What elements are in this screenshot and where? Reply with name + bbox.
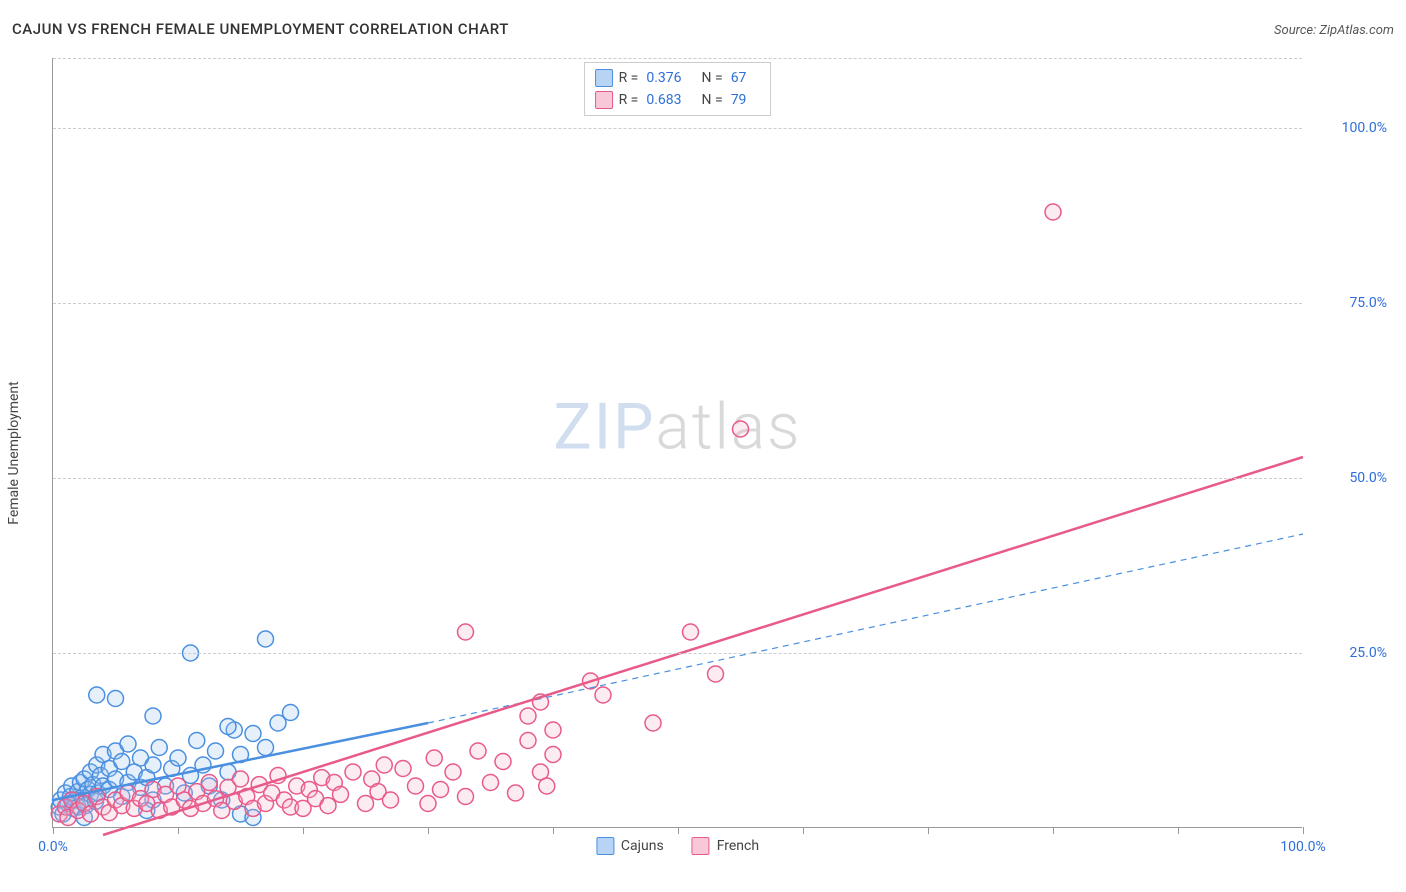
scatter-point — [395, 761, 411, 777]
scatter-point — [683, 624, 699, 640]
r-label: R = — [619, 89, 639, 111]
gridline — [53, 128, 1302, 129]
y-axis-title: Female Unemployment — [6, 381, 22, 525]
gridline — [53, 303, 1302, 304]
legend-item-french: French — [692, 837, 759, 855]
gridline — [53, 58, 1302, 59]
correlation-legend: R = 0.376 N = 67 R = 0.683 N = 79 — [584, 62, 772, 116]
r-label: R = — [619, 67, 639, 89]
scatter-point — [151, 740, 167, 756]
chart-svg — [53, 58, 1303, 828]
swatch-french — [595, 91, 613, 109]
y-tick-label: 50.0% — [1307, 470, 1387, 486]
scatter-point — [320, 798, 336, 814]
y-tick-label: 75.0% — [1307, 295, 1387, 311]
scatter-point — [520, 708, 536, 724]
plot-area: ZIPatlas R = 0.376 N = 67 R = 0.683 N = … — [52, 58, 1302, 828]
series-legend: Cajuns French — [596, 837, 759, 855]
scatter-point — [89, 687, 105, 703]
n-label: N = — [702, 89, 723, 111]
x-tick — [178, 827, 179, 834]
scatter-point — [208, 743, 224, 759]
scatter-point — [426, 750, 442, 766]
swatch-cajuns — [595, 69, 613, 87]
scatter-point — [345, 764, 361, 780]
legend-row-cajuns: R = 0.376 N = 67 — [595, 67, 761, 89]
scatter-point — [545, 747, 561, 763]
x-tick-label: 100.0% — [1280, 839, 1325, 855]
x-tick — [553, 827, 554, 834]
scatter-point — [220, 719, 236, 735]
scatter-point — [358, 796, 374, 812]
plot-container: Female Unemployment ZIPatlas R = 0.376 N… — [52, 58, 1392, 848]
x-tick — [53, 827, 54, 834]
scatter-point — [445, 764, 461, 780]
x-tick — [803, 827, 804, 834]
chart-title: CAJUN VS FRENCH FEMALE UNEMPLOYMENT CORR… — [12, 20, 509, 38]
n-label: N = — [702, 67, 723, 89]
scatter-point — [376, 757, 392, 773]
x-tick — [678, 827, 679, 834]
y-tick-label: 100.0% — [1307, 120, 1387, 136]
legend-label-french: French — [717, 838, 759, 854]
gridline — [53, 653, 1302, 654]
x-tick — [303, 827, 304, 834]
scatter-point — [539, 778, 555, 794]
scatter-point — [145, 757, 161, 773]
r-value-french: 0.683 — [646, 89, 681, 111]
scatter-point — [508, 785, 524, 801]
scatter-point — [233, 771, 249, 787]
source-attribution: Source: ZipAtlas.com — [1274, 23, 1394, 38]
legend-label-cajuns: Cajuns — [621, 838, 664, 854]
trend-line — [103, 457, 1303, 835]
scatter-point — [1045, 204, 1061, 220]
scatter-point — [258, 631, 274, 647]
x-tick — [1178, 827, 1179, 834]
scatter-point — [189, 733, 205, 749]
scatter-point — [420, 796, 436, 812]
swatch-french — [692, 837, 710, 855]
x-tick-label: 0.0% — [38, 839, 68, 855]
legend-row-french: R = 0.683 N = 79 — [595, 89, 761, 111]
scatter-point — [595, 687, 611, 703]
scatter-point — [483, 775, 499, 791]
x-tick — [428, 827, 429, 834]
scatter-point — [495, 754, 511, 770]
swatch-cajuns — [596, 837, 614, 855]
scatter-point — [733, 421, 749, 437]
scatter-point — [145, 708, 161, 724]
scatter-point — [470, 743, 486, 759]
scatter-point — [545, 722, 561, 738]
r-value-cajuns: 0.376 — [646, 67, 681, 89]
scatter-point — [433, 782, 449, 798]
scatter-point — [245, 726, 261, 742]
y-tick-label: 25.0% — [1307, 645, 1387, 661]
scatter-point — [645, 715, 661, 731]
scatter-point — [708, 666, 724, 682]
x-tick — [1053, 827, 1054, 834]
scatter-point — [283, 705, 299, 721]
x-tick — [928, 827, 929, 834]
scatter-point — [120, 736, 136, 752]
scatter-point — [201, 775, 217, 791]
n-value-cajuns: 67 — [731, 67, 747, 89]
gridline — [53, 478, 1302, 479]
scatter-point — [108, 691, 124, 707]
trend-line-extrapolated — [428, 534, 1303, 723]
scatter-point — [258, 740, 274, 756]
scatter-point — [458, 624, 474, 640]
scatter-point — [520, 733, 536, 749]
scatter-point — [408, 778, 424, 794]
legend-item-cajuns: Cajuns — [596, 837, 664, 855]
n-value-french: 79 — [731, 89, 747, 111]
scatter-point — [333, 786, 349, 802]
scatter-point — [170, 750, 186, 766]
scatter-point — [383, 792, 399, 808]
scatter-point — [458, 789, 474, 805]
x-tick — [1303, 827, 1304, 834]
